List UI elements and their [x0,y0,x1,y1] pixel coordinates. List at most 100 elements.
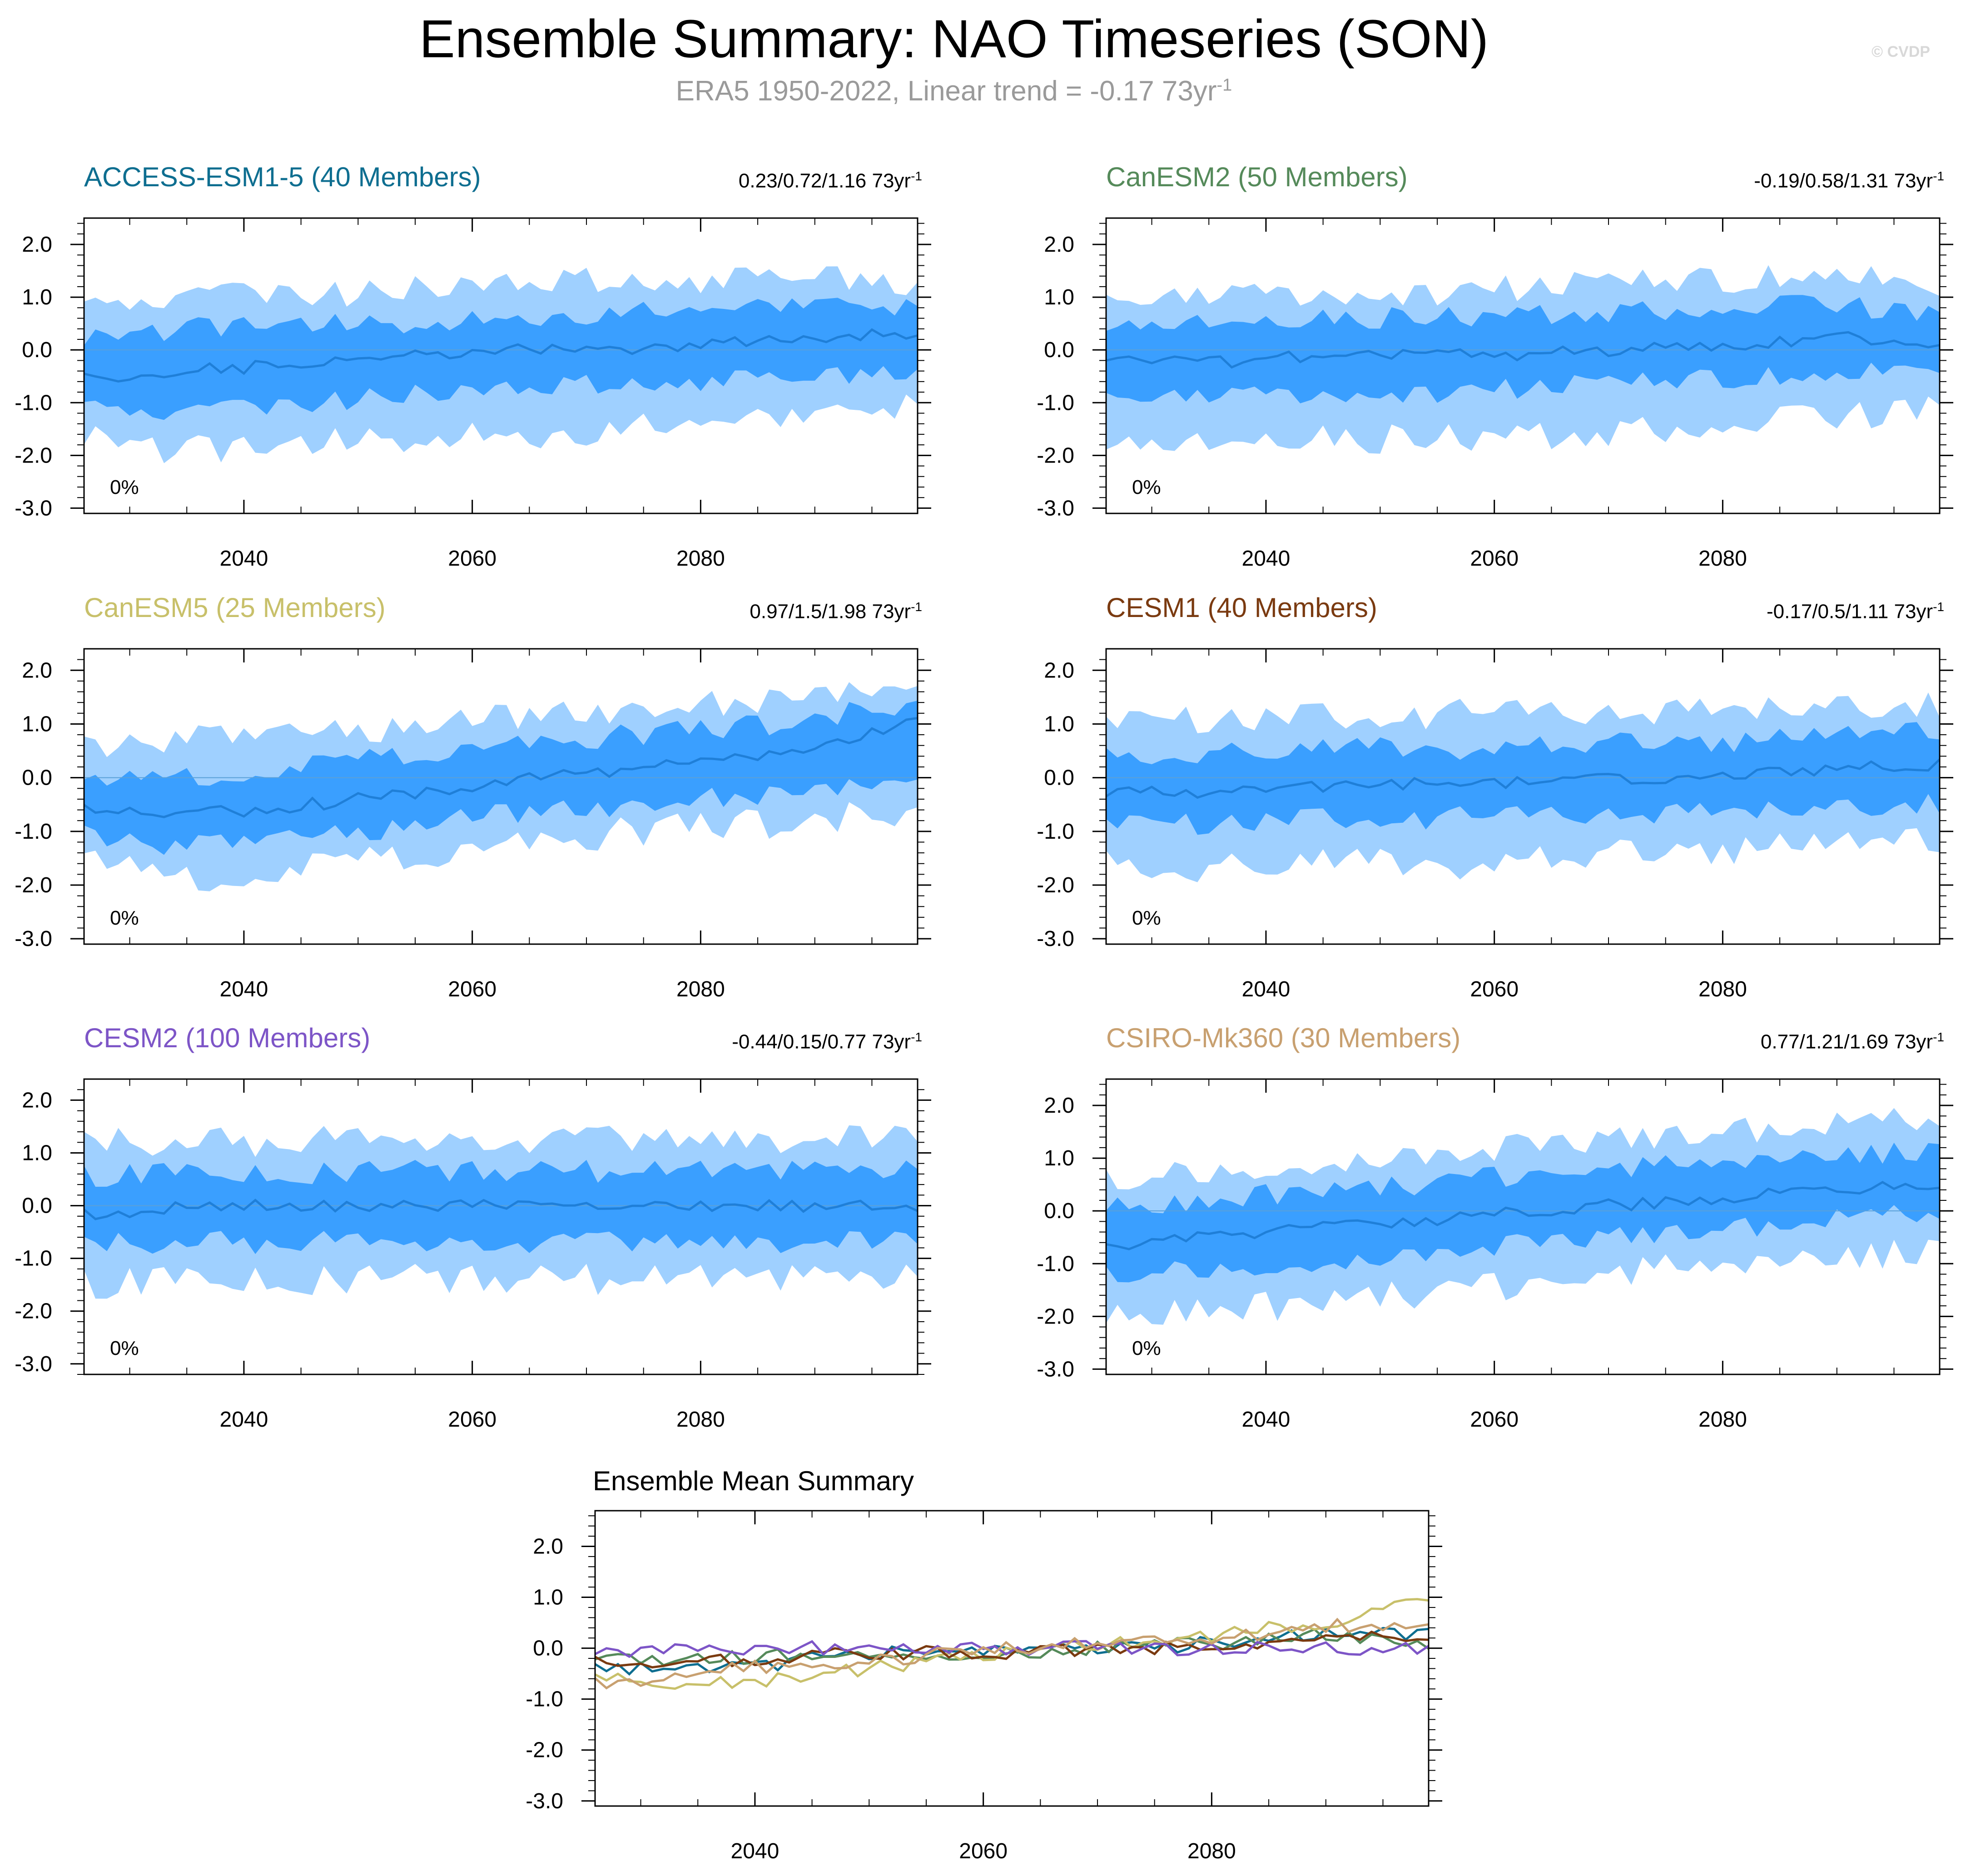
panel-title: CanESM5 (25 Members) [84,592,386,623]
y-tick-label: 0.0 [1044,338,1074,362]
x-tick-label: 2040 [220,1408,268,1432]
panel-cesm1-40-members: 2.0 1.0 0.0 -1.0 -2.0 -3.0 2040 2060 2080 [1037,648,1953,1001]
x-tick-label: 2080 [676,1408,725,1432]
y-tick-label: 1.0 [22,712,52,736]
y-tick-label: 2.0 [22,233,52,257]
series-line-cesm2 [595,1640,1429,1658]
y-tick-label: 0.0 [1044,766,1074,790]
x-tick-label: 2080 [1698,1408,1747,1432]
plot-frame [1105,1078,1941,1375]
y-tick-label: -3.0 [1037,1357,1074,1381]
panel-csiro-mk360-30-members: 2.0 1.0 0.0 -1.0 -2.0 -3.0 2040 2060 2080 [1037,1078,1953,1432]
y-tick-label: -1.0 [1037,1252,1074,1276]
y-tick-label: 1.0 [22,285,52,309]
panel-percent-label: 0% [110,1337,139,1359]
x-tick-label: 2060 [448,977,496,1001]
panel-percent-label: 0% [1132,476,1161,498]
y-tick-label: -3.0 [15,1352,52,1376]
x-tick-label: 2060 [1470,977,1519,1001]
x-tick-label: 2080 [676,977,725,1001]
y-tick-label: 1.0 [1044,1146,1074,1170]
y-tick-label: 2.0 [1044,1094,1074,1118]
x-tick-label: 2060 [1470,547,1519,571]
x-tick-label: 2040 [1242,1408,1291,1432]
y-tick-label: -3.0 [1037,496,1074,520]
band-25-75-percentile [1106,722,1940,835]
x-tick-label: 2060 [448,547,496,571]
panel-title: Ensemble Mean Summary [593,1466,914,1496]
y-tick-label: -3.0 [1037,927,1074,951]
plot-frame [1105,648,1941,945]
y-tick-label: -2.0 [526,1738,563,1762]
x-tick-label: 2040 [731,1839,779,1863]
panel-title: CESM2 (100 Members) [84,1023,371,1053]
y-tick-label: 0.0 [22,766,52,790]
y-tick-label: -2.0 [1037,443,1074,468]
panel-ensemble-mean-summary: 2.0 1.0 0.0 -1.0 -2.0 -3.0 2040 2060 2080 [526,1510,1442,1863]
ensemble-mean-line [84,717,918,818]
y-tick-label: -2.0 [15,443,52,468]
y-tick-label: -2.0 [15,873,52,897]
y-tick-label: -2.0 [15,1299,52,1324]
panel-trend-label: 0.97/1.5/1.98 73yr-1 [750,600,922,623]
panel-percent-label: 0% [1132,1337,1161,1359]
ensemble-mean-line [84,1199,918,1220]
x-tick-label: 2080 [676,547,725,571]
plot-frame [594,1510,1430,1807]
y-tick-label: -3.0 [526,1789,563,1813]
x-tick-label: 2080 [1698,547,1747,571]
plot-frame [1105,217,1941,514]
y-tick-label: 2.0 [1044,233,1074,257]
y-tick-label: -1.0 [1037,820,1074,844]
y-tick-label: -3.0 [15,927,52,951]
series-line-canesm5 [595,1598,1429,1690]
x-tick-label: 2040 [1242,977,1291,1001]
y-tick-label: -3.0 [15,496,52,520]
y-tick-label: -2.0 [1037,1304,1074,1329]
subtitle-exponent: -1 [1216,75,1232,95]
x-tick-label: 2060 [448,1408,496,1432]
y-tick-label: -1.0 [15,391,52,415]
credit-label: © CVDP [1872,43,1930,60]
series-line-csiro-mk360 [595,1617,1429,1690]
page-title: Ensemble Summary: NAO Timeseries (SON) [419,9,1489,69]
y-tick-label: 1.0 [1044,285,1074,309]
panel-trend-label: -0.44/0.15/0.77 73yr-1 [732,1030,922,1053]
y-tick-label: 1.0 [533,1586,563,1610]
x-tick-label: 2060 [959,1839,1008,1863]
panel-title: CSIRO-Mk360 (30 Members) [1106,1023,1461,1053]
y-tick-label: -1.0 [526,1687,563,1712]
y-tick-label: 2.0 [533,1534,563,1558]
band-25-75-percentile [1106,295,1940,403]
y-tick-label: 2.0 [22,658,52,682]
panel-cesm2-100-members: 2.0 1.0 0.0 -1.0 -2.0 -3.0 2040 2060 2080 [15,1078,931,1432]
x-tick-label: 2080 [1698,977,1747,1001]
y-tick-label: 1.0 [22,1141,52,1165]
panel-trend-label: -0.17/0.5/1.11 73yr-1 [1767,600,1944,623]
subtitle-text: ERA5 1950-2022, Linear trend = -0.17 73y… [675,75,1217,107]
y-tick-label: -1.0 [15,820,52,844]
band-25-75-percentile [84,298,918,420]
panel-access-esm1-5-40-members: 2.0 1.0 0.0 -1.0 -2.0 -3.0 2040 2060 2080 [15,217,931,571]
ensemble-mean-line [84,328,918,383]
panel-title: CESM1 (40 Members) [1106,592,1377,623]
panel-trend-label: 0.77/1.21/1.69 73yr-1 [1760,1030,1944,1053]
panel-canesm2-50-members: 2.0 1.0 0.0 -1.0 -2.0 -3.0 2040 2060 2080 [1037,217,1953,571]
panel-trend-label: -0.19/0.58/1.31 73yr-1 [1754,169,1944,192]
x-tick-label: 2060 [1470,1408,1519,1432]
y-tick-label: -2.0 [1037,873,1074,897]
ensemble-mean-line [1106,331,1940,369]
panel-title: CanESM2 (50 Members) [1106,162,1408,192]
ensemble-mean-line [1106,1181,1940,1250]
page-subtitle: ERA5 1950-2022, Linear trend = -0.17 73y… [0,75,1908,107]
x-tick-label: 2080 [1187,1839,1236,1863]
panel-canesm5-25-members: 2.0 1.0 0.0 -1.0 -2.0 -3.0 2040 2060 2080 [15,648,931,1001]
panel-title: ACCESS-ESM1-5 (40 Members) [84,162,481,192]
panel-percent-label: 0% [110,476,139,498]
ensemble-mean-line [1106,758,1940,799]
y-tick-label: 0.0 [533,1637,563,1661]
y-tick-label: -1.0 [1037,391,1074,415]
x-tick-label: 2040 [220,977,268,1001]
plot-frame [83,217,918,514]
